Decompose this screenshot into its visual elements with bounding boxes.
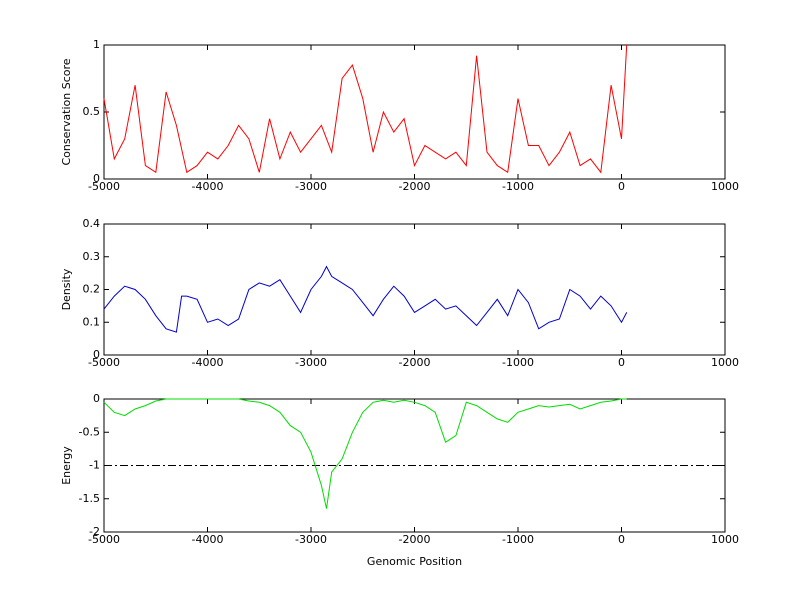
x-tick-label: -2000: [399, 533, 431, 546]
x-tick-label: -3000: [295, 180, 327, 193]
x-tick-label: -4000: [192, 356, 224, 369]
x-tick-label: -5000: [88, 180, 120, 193]
y-axis-label: Density: [60, 268, 73, 310]
data-line: [103, 398, 627, 509]
x-axis-label: Genomic Position: [367, 555, 462, 568]
x-tick-label: -5000: [88, 533, 120, 546]
y-tick-label: 1: [93, 38, 100, 51]
y-tick-label: 0.1: [83, 315, 101, 328]
y-tick-label: 0.3: [83, 250, 101, 263]
y-tick-label: -1.5: [79, 492, 100, 505]
x-tick-label: -4000: [192, 180, 224, 193]
y-tick-label: -0.5: [79, 425, 100, 438]
x-tick-label: -1000: [502, 180, 534, 193]
y-tick-label: -1: [89, 459, 100, 472]
y-tick-label: -2: [89, 525, 100, 538]
y-tick-label: 0: [93, 392, 100, 405]
x-tick-label: 0: [618, 180, 625, 193]
y-tick-label: 0.5: [83, 105, 101, 118]
x-tick-label: 0: [618, 356, 625, 369]
y-axis-label: Energy: [60, 446, 73, 485]
x-tick-label: 1000: [711, 180, 739, 193]
x-tick-label: -3000: [295, 533, 327, 546]
x-tick-label: -4000: [192, 533, 224, 546]
x-tick-label: -1000: [502, 356, 534, 369]
x-tick-label: 1000: [711, 533, 739, 546]
x-tick-label: -2000: [399, 180, 431, 193]
y-tick-label: 0: [93, 172, 100, 185]
y-tick-label: 0.2: [83, 283, 101, 296]
x-tick-label: 1000: [711, 356, 739, 369]
data-line: [103, 44, 628, 174]
x-tick-label: -1000: [502, 533, 534, 546]
x-tick-label: -2000: [399, 356, 431, 369]
y-axis-label: Conservation Score: [60, 58, 73, 165]
data-line: [103, 265, 628, 333]
plot-area: [103, 44, 726, 180]
x-tick-label: -5000: [88, 356, 120, 369]
y-tick-label: 0.4: [83, 217, 101, 230]
y-tick-label: 0: [93, 348, 100, 361]
plot-area: [103, 223, 726, 356]
x-tick-label: -3000: [295, 356, 327, 369]
x-tick-label: 0: [618, 533, 625, 546]
